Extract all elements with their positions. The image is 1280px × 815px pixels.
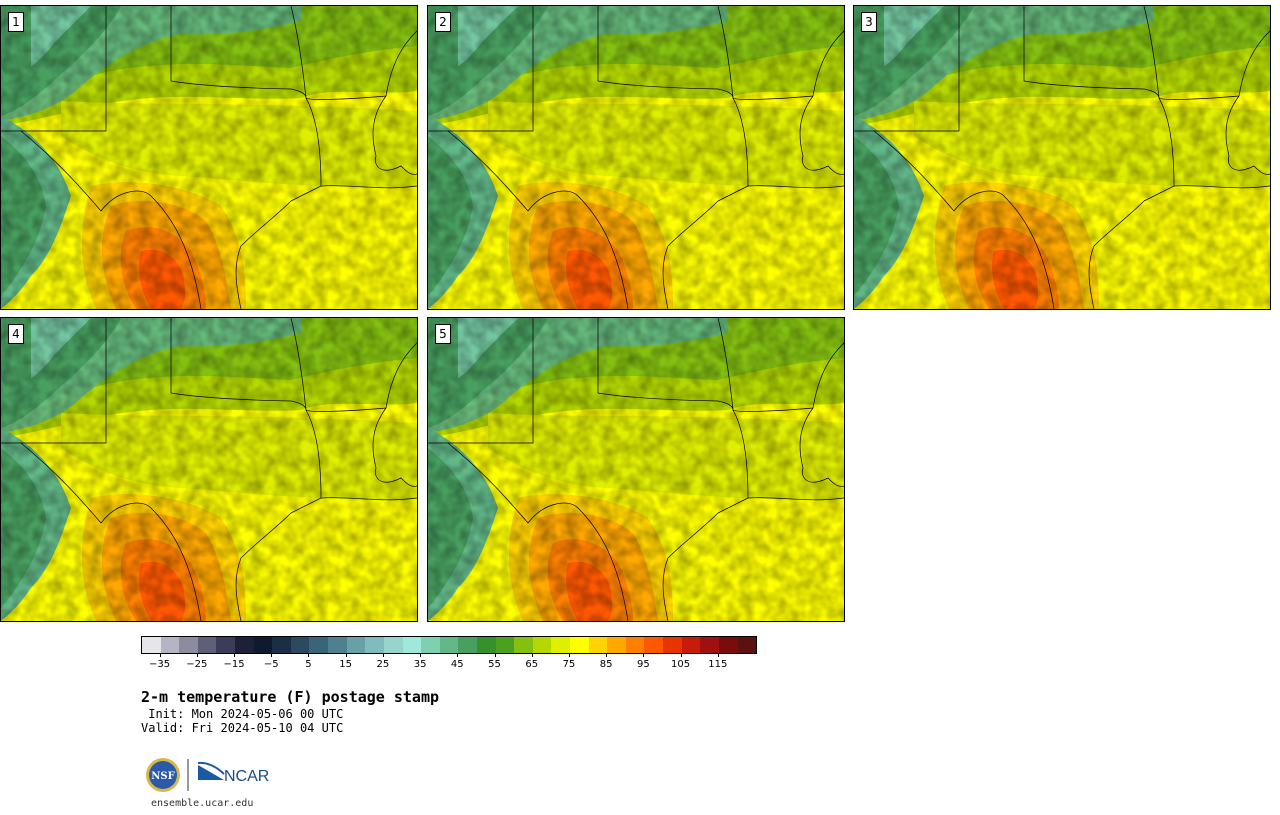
colorbar-tick xyxy=(308,653,310,657)
colorbar-segment xyxy=(197,637,217,653)
colorbar-tick xyxy=(531,653,533,657)
colorbar-tick-label: 25 xyxy=(376,659,390,670)
temperature-map-2 xyxy=(428,6,844,309)
colorbar-segment xyxy=(235,637,254,653)
colorbar-segment xyxy=(458,637,477,653)
colorbar-segment xyxy=(142,637,161,653)
colorbar-segment xyxy=(346,637,366,653)
colorbar-tick-label: 75 xyxy=(562,659,576,670)
colorbar-segment xyxy=(365,637,384,653)
colorbar-tick xyxy=(345,653,347,657)
colorbar-tick-label: 95 xyxy=(636,659,650,670)
stamp-label-1: 1 xyxy=(8,12,24,32)
colorbar-tick xyxy=(196,653,198,657)
colorbar-segment xyxy=(588,637,608,653)
colorbar-segment xyxy=(514,637,533,653)
stamp-label-2: 2 xyxy=(435,12,451,32)
colorbar-tick xyxy=(606,653,608,657)
colorbar-tick xyxy=(234,653,236,657)
colorbar-tick xyxy=(568,653,570,657)
nsf-logo-icon: NSF xyxy=(146,758,180,792)
colorbar-segment xyxy=(290,637,310,653)
colorbar-segment xyxy=(570,637,589,653)
stamp-panel-4: 4 xyxy=(0,317,418,622)
colorbar-tick xyxy=(420,653,422,657)
colorbar-segment xyxy=(700,637,719,653)
stamp-panel-5: 5 xyxy=(427,317,845,622)
colorbar-segment xyxy=(160,637,180,653)
valid-time: Valid: Fri 2024-05-10 04 UTC xyxy=(141,721,344,735)
colorbar-segment xyxy=(383,637,403,653)
colorbar-segment xyxy=(402,637,422,653)
colorbar-segment xyxy=(551,637,571,653)
colorbar-segment xyxy=(253,637,273,653)
colorbar-segment xyxy=(625,637,645,653)
colorbar-segment xyxy=(328,637,347,653)
site-url: ensemble.ucar.edu xyxy=(151,798,254,809)
colorbar-ticks: −35 −25 −15 −5 5 15 25 35 45 55 65 75 85 95 105 115 xyxy=(141,653,757,673)
colorbar-segment xyxy=(216,637,236,653)
colorbar-tick-label: 85 xyxy=(599,659,613,670)
colorbar-tick xyxy=(159,653,161,657)
colorbar-tick-label: 55 xyxy=(488,659,501,670)
stamp-panel-2: 2 xyxy=(427,5,845,310)
colorbar-segment xyxy=(663,637,682,653)
stamp-label-3: 3 xyxy=(861,12,877,32)
colorbar-segment xyxy=(607,637,626,653)
colorbar-tick-label: 65 xyxy=(525,659,539,670)
colorbar-segment xyxy=(309,637,329,653)
colorbar-segment xyxy=(532,637,552,653)
colorbar-segment xyxy=(718,637,738,653)
colorbar-segment xyxy=(681,637,701,653)
colorbar-tick xyxy=(680,653,682,657)
colorbar-tick xyxy=(717,653,719,657)
ncar-logo-text: NCAR xyxy=(224,768,269,785)
colorbar-tick xyxy=(494,653,496,657)
colorbar-tick-label: −25 xyxy=(186,659,208,670)
temperature-map-5 xyxy=(428,318,844,621)
colorbar-tick-label: 45 xyxy=(450,659,464,670)
colorbar-segment xyxy=(644,637,664,653)
colorbar-tick xyxy=(643,653,645,657)
colorbar-segment xyxy=(476,637,496,653)
init-time: Init: Mon 2024-05-06 00 UTC xyxy=(141,707,344,721)
temperature-map-4 xyxy=(1,318,417,621)
colorbar-tick xyxy=(457,653,459,657)
plot-title: 2-m temperature (F) postage stamp xyxy=(141,688,440,706)
colorbar-tick-label: 35 xyxy=(413,659,427,670)
colorbar-segment xyxy=(421,637,440,653)
colorbar-tick-label: 15 xyxy=(339,659,353,670)
colorbar-segment xyxy=(272,637,291,653)
colorbar-tick-label: 5 xyxy=(305,659,312,670)
colorbar-segment xyxy=(737,637,757,653)
colorbar-tick xyxy=(271,653,273,657)
temperature-map-3 xyxy=(854,6,1270,309)
colorbar-tick-label: −5 xyxy=(263,659,279,670)
temperature-colorbar xyxy=(141,636,757,654)
colorbar-segment xyxy=(495,637,515,653)
temperature-map-1 xyxy=(1,6,417,309)
colorbar-tick-label: 105 xyxy=(671,659,691,670)
colorbar-tick-label: −35 xyxy=(149,659,171,670)
colorbar-tick-label: 115 xyxy=(708,659,728,670)
nsf-logo-text: NSF xyxy=(151,771,174,782)
colorbar-tick xyxy=(382,653,384,657)
colorbar-segment xyxy=(439,637,459,653)
logos: NSF NCAR xyxy=(144,756,284,794)
colorbar-tick-label: −15 xyxy=(223,659,245,670)
stamp-panel-1: 1 xyxy=(0,5,418,310)
colorbar-segment xyxy=(179,637,198,653)
ncar-logo-icon: NCAR xyxy=(197,761,269,785)
stamp-label-4: 4 xyxy=(8,324,24,344)
stamp-label-5: 5 xyxy=(435,324,451,344)
stamp-panel-3: 3 xyxy=(853,5,1271,310)
